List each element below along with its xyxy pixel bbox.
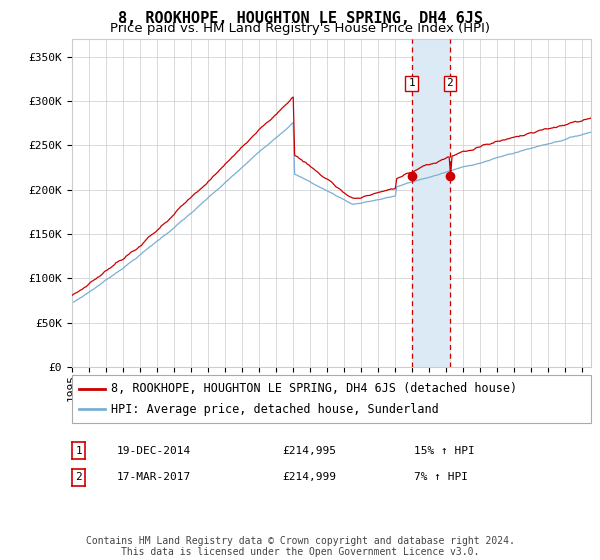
Text: Contains HM Land Registry data © Crown copyright and database right 2024.
This d: Contains HM Land Registry data © Crown c… (86, 535, 514, 557)
Text: 17-MAR-2017: 17-MAR-2017 (117, 472, 191, 482)
Text: HPI: Average price, detached house, Sunderland: HPI: Average price, detached house, Sund… (111, 403, 439, 416)
Text: £214,999: £214,999 (282, 472, 336, 482)
Text: 7% ↑ HPI: 7% ↑ HPI (414, 472, 468, 482)
Text: 19-DEC-2014: 19-DEC-2014 (117, 446, 191, 456)
Text: Price paid vs. HM Land Registry's House Price Index (HPI): Price paid vs. HM Land Registry's House … (110, 22, 490, 35)
Text: 8, ROOKHOPE, HOUGHTON LE SPRING, DH4 6JS (detached house): 8, ROOKHOPE, HOUGHTON LE SPRING, DH4 6JS… (111, 382, 517, 395)
Bar (412, 39, 450, 367)
Text: £214,995: £214,995 (282, 446, 336, 456)
Text: 8, ROOKHOPE, HOUGHTON LE SPRING, DH4 6JS: 8, ROOKHOPE, HOUGHTON LE SPRING, DH4 6JS (118, 11, 482, 26)
Text: 2: 2 (76, 472, 82, 482)
Text: 1: 1 (76, 446, 82, 456)
Text: 15% ↑ HPI: 15% ↑ HPI (414, 446, 475, 456)
Text: 2: 2 (446, 78, 454, 88)
Text: 1: 1 (408, 78, 415, 88)
